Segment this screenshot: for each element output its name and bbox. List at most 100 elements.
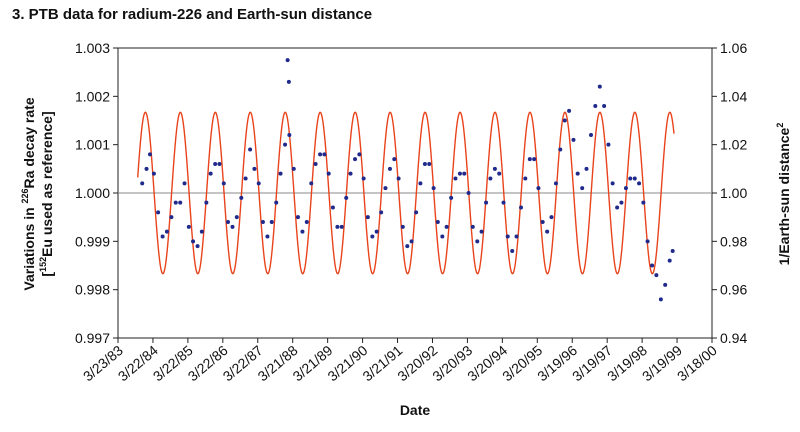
decay-rate-point (519, 205, 524, 210)
decay-rate-point (663, 282, 668, 287)
decay-rate-point (374, 229, 379, 234)
decay-rate-point (527, 157, 532, 162)
decay-rate-point (553, 181, 558, 186)
decay-rate-point (414, 210, 419, 215)
decay-rate-point (545, 229, 550, 234)
left-y-label-line2-sup: 152 (38, 257, 48, 272)
x-axis: 3/23/833/22/843/22/853/22/863/22/873/21/… (80, 338, 720, 384)
decay-rate-point (593, 104, 598, 108)
right-y-tick-label: 1.00 (720, 185, 747, 201)
decay-rate-point (291, 166, 296, 171)
decay-rate-point (339, 224, 344, 229)
decay-rate-point (615, 205, 620, 210)
decay-rate-point (575, 171, 580, 176)
decay-rate-point (160, 234, 165, 239)
left-y-label-line2-post: Eu used as reference] (39, 111, 55, 257)
right-y-label-sup: 2 (775, 123, 785, 128)
decay-rate-point (667, 258, 672, 263)
decay-rate-point (637, 181, 642, 186)
right-y-axis: 0.94 0.96 0.98 1.00 1.02 1.04 1.06 (712, 40, 747, 346)
decay-rate-point (195, 244, 200, 249)
right-y-label-text: 1/Earth-sun distance (776, 127, 792, 265)
decay-rate-point (144, 166, 149, 171)
decay-rate-point (221, 181, 226, 186)
decay-rate-point (370, 234, 375, 239)
decay-rate-point (379, 210, 384, 215)
decay-rate-point (405, 244, 410, 249)
decay-rate-point (392, 157, 397, 162)
right-y-tick-label: 1.06 (720, 40, 747, 56)
decay-rate-point (645, 239, 650, 244)
decay-rate-point (156, 210, 161, 215)
decay-rate-point (353, 157, 358, 162)
left-y-tick-label: 1.003 (75, 40, 110, 56)
decay-rate-point (475, 239, 480, 244)
decay-rate-point (252, 166, 257, 171)
decay-rate-point (295, 215, 300, 220)
decay-rate-point (641, 200, 646, 205)
decay-rate-point (567, 108, 572, 113)
decay-rate-point (558, 147, 563, 152)
decay-rate-point (304, 220, 309, 224)
decay-rate-point (650, 263, 655, 268)
right-y-tick-label: 0.96 (720, 282, 747, 298)
decay-rate-point (230, 224, 235, 229)
decay-rate-point (322, 152, 327, 157)
decay-rate-point (283, 142, 288, 147)
decay-rate-point (326, 171, 331, 176)
decay-rate-point (444, 224, 449, 229)
decay-rate-point (654, 273, 659, 278)
right-y-tick-label: 1.04 (720, 88, 747, 104)
left-y-label-line1-post: Ra decay rate (21, 97, 37, 188)
decay-rate-point (418, 181, 423, 186)
decay-rate-point (466, 191, 471, 195)
decay-rate-point (462, 171, 467, 176)
left-y-tick-label: 0.997 (75, 330, 110, 346)
decay-rate-point (348, 171, 353, 176)
decay-rate-point (584, 166, 589, 171)
decay-rate-point (243, 176, 248, 181)
decay-rate-point (313, 162, 318, 166)
decay-rate-point (169, 215, 174, 220)
decay-rate-point (383, 186, 388, 191)
decay-rate-point (151, 171, 156, 176)
decay-rate-point (632, 176, 637, 181)
decay-rate-point (234, 215, 239, 220)
decay-rate-point (562, 118, 567, 123)
decay-rate-point (204, 200, 209, 205)
decay-rate-point (597, 84, 602, 89)
decay-rate-point (571, 137, 576, 142)
x-tick-label: 3/18/00 (674, 342, 720, 384)
decay-rate-point (440, 234, 445, 239)
decay-rate-point (492, 166, 497, 171)
left-y-tick-label: 0.998 (75, 282, 110, 298)
decay-rate-point (606, 142, 611, 147)
decay-rate-point (588, 133, 593, 137)
decay-rate-point (164, 229, 169, 234)
decay-rate-point (449, 195, 454, 200)
decay-rate-point (488, 176, 493, 181)
decay-rate-point (431, 186, 436, 191)
left-y-label-line2-pre: [ (39, 272, 55, 277)
decay-rate-point (453, 176, 458, 181)
decay-rate-point (523, 176, 528, 181)
decay-rate-point (396, 176, 401, 181)
decay-rate-point (178, 200, 183, 205)
decay-rate-point (470, 224, 475, 229)
right-y-axis-label: 1/Earth-sun distance2 (775, 123, 792, 266)
decay-rate-point (269, 220, 274, 224)
decay-rate-point (580, 186, 585, 191)
decay-rate-point (549, 215, 554, 220)
decay-rate-point (256, 181, 261, 186)
decay-rate-point (658, 297, 663, 302)
left-y-axis-label-line2: [152Eu used as reference] (38, 111, 55, 276)
decay-rate-point (335, 224, 340, 229)
decay-rate-point (140, 181, 145, 186)
decay-rate-point (457, 171, 462, 176)
decay-rate-point (536, 186, 541, 191)
right-y-tick-label: 0.98 (720, 233, 747, 249)
decay-rate-point (330, 205, 335, 210)
decay-rate-point (318, 152, 323, 157)
decay-rate-point (422, 162, 427, 166)
